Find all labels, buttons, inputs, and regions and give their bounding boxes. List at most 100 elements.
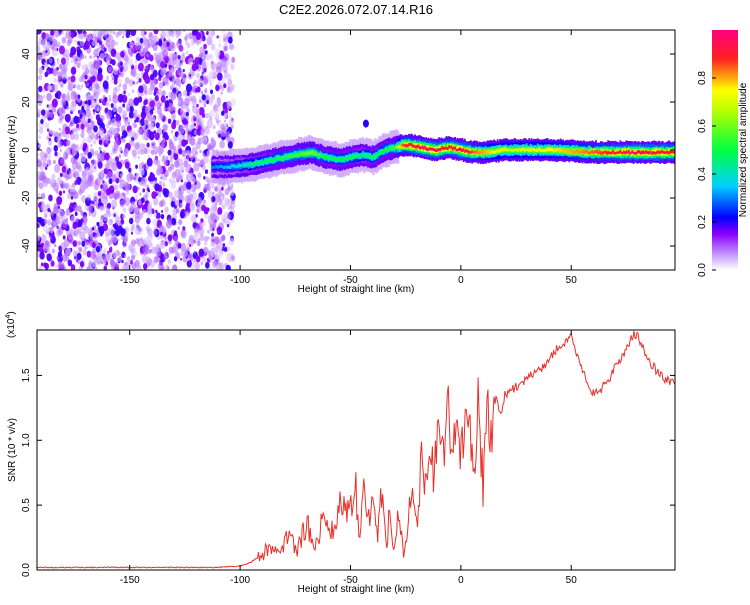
spectrogram-y-label: Frequency (Hz) (7, 116, 18, 185)
noise-speckle (88, 172, 90, 175)
noise-speckle (193, 115, 196, 119)
noise-speckle (85, 181, 90, 188)
noise-speckle (105, 236, 109, 242)
noise-speckle (154, 183, 159, 191)
noise-speckle (178, 148, 182, 154)
noise-speckle (183, 90, 187, 96)
noise-speckle (68, 37, 73, 44)
noise-speckle (60, 173, 63, 177)
noise-speckle (46, 41, 51, 49)
noise-speckle (123, 207, 127, 212)
noise-speckle (171, 32, 175, 38)
noise-speckle (113, 250, 119, 258)
noise-speckle (87, 152, 92, 159)
noise-speckle (97, 118, 102, 125)
noise-speckle (202, 94, 206, 100)
noise-speckle (162, 90, 166, 96)
noise-speckle (106, 76, 109, 80)
noise-speckle (81, 218, 84, 222)
noise-speckle (72, 147, 78, 155)
noise-speckle (197, 241, 201, 246)
noise-speckle (123, 84, 128, 91)
noise-speckle (186, 84, 192, 93)
noise-speckle (220, 91, 222, 95)
noise-speckle (205, 50, 208, 54)
noise-speckle (140, 237, 143, 241)
noise-speckle (229, 43, 234, 50)
noise-speckle (162, 124, 167, 132)
noise-speckle (37, 153, 40, 157)
noise-speckle (168, 254, 170, 257)
snr-x-tick-label: 0 (458, 575, 464, 586)
noise-speckle (74, 40, 76, 43)
noise-speckle (114, 214, 116, 217)
noise-speckle (135, 165, 138, 169)
noise-speckle (135, 209, 138, 214)
noise-speckle (180, 211, 185, 219)
noise-speckle (83, 143, 87, 150)
noise-speckle (214, 230, 217, 235)
noise-speckle (120, 62, 123, 66)
noise-speckle (68, 83, 73, 91)
noise-speckle (111, 162, 117, 171)
noise-speckle (220, 124, 224, 131)
noise-speckle (210, 221, 213, 225)
noise-speckle (70, 95, 73, 100)
noise-speckle (52, 68, 57, 76)
noise-speckle (136, 37, 139, 42)
noise-speckle (152, 43, 157, 51)
noise-speckle (144, 31, 146, 34)
noise-speckle (161, 210, 163, 213)
noise-speckle (168, 192, 173, 199)
noise-speckle (77, 41, 80, 46)
noise-speckle (51, 177, 55, 183)
noise-speckle (148, 87, 153, 95)
noise-speckle (133, 133, 138, 140)
noise-speckle (80, 181, 84, 187)
noise-speckle (159, 113, 164, 120)
colorbar-tick-label: 0.6 (697, 119, 708, 133)
noise-speckle (92, 227, 94, 230)
noise-speckle (160, 177, 162, 180)
noise-speckle (159, 52, 164, 60)
noise-speckle (142, 144, 145, 148)
noise-speckle (115, 41, 118, 45)
noise-speckle (87, 100, 91, 106)
noise-speckle (90, 144, 92, 147)
noise-speckle (38, 67, 43, 74)
noise-speckle (35, 234, 40, 241)
noise-speckle (117, 127, 120, 132)
noise-speckle (71, 216, 76, 223)
noise-speckle (90, 251, 96, 260)
noise-speckle (93, 59, 98, 67)
noise-speckle (121, 265, 126, 272)
noise-speckle (48, 85, 52, 91)
noise-speckle (144, 67, 146, 70)
noise-speckle (61, 30, 64, 35)
noise-speckle (141, 93, 143, 97)
noise-speckle (216, 35, 218, 38)
noise-speckle (198, 159, 200, 162)
noise-speckle (152, 219, 157, 227)
noise-speckle (107, 252, 112, 259)
noise-speckle (133, 143, 137, 149)
noise-speckle (96, 94, 98, 97)
noise-speckle (54, 145, 59, 152)
noise-speckle (155, 180, 157, 183)
noise-speckle (215, 237, 220, 245)
noise-speckle (224, 247, 227, 252)
noise-speckle (192, 63, 197, 71)
noise-speckle (99, 135, 101, 138)
noise-speckle (100, 82, 102, 85)
noise-speckle (44, 33, 49, 41)
noise-speckle (160, 231, 163, 235)
noise-speckle (121, 28, 126, 35)
noise-speckle (153, 157, 158, 164)
noise-speckle (48, 227, 51, 231)
noise-speckle (61, 64, 67, 72)
noise-speckle (197, 202, 201, 209)
noise-speckle (128, 167, 131, 172)
noise-speckle (94, 182, 99, 190)
noise-speckle (228, 207, 230, 210)
